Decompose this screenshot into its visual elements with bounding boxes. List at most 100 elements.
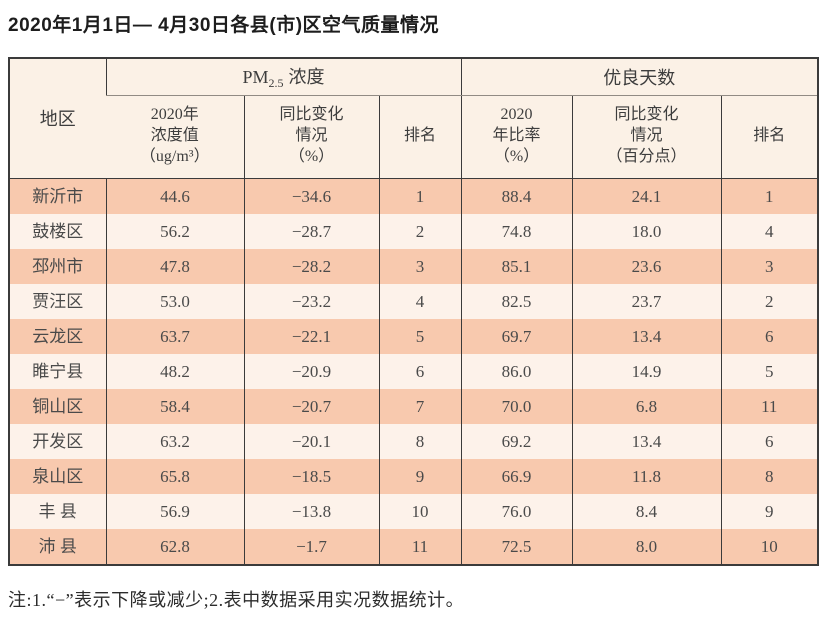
rate-cell: 69.2 (460, 423, 572, 459)
pm-value-cell: 63.2 (105, 423, 244, 459)
region-cell: 泉山区 (9, 458, 106, 494)
pm-value-cell: 48.2 (105, 353, 244, 389)
rate-rank-cell: 6 (720, 318, 818, 354)
rate-change-cell: 6.8 (571, 388, 721, 424)
table-row: 泉山区 65.8 −18.5 9 66.9 11.8 8 (9, 458, 818, 494)
pm-rank-cell: 9 (378, 458, 461, 494)
rate-cell: 85.1 (460, 248, 572, 284)
pm-change-cell: −1.7 (243, 528, 379, 565)
rate-rank-cell: 1 (720, 178, 818, 214)
pm-value-cell: 44.6 (105, 178, 244, 214)
rate-change-cell: 18.0 (571, 213, 721, 249)
pm-change-cell: −20.1 (243, 423, 379, 459)
footnote: 注:1.“−”表示下降或减少;2.表中数据采用实况数据统计。 (8, 590, 465, 610)
rate-change-cell: 13.4 (571, 318, 721, 354)
rate-cell: 72.5 (460, 528, 572, 565)
column-header-pm-value: 2020年 浓度值 （ug/m³） (106, 95, 244, 179)
region-cell: 铜山区 (9, 388, 106, 424)
rate-change-cell: 23.7 (571, 283, 721, 319)
column-header-pm-rank: 排名 (378, 95, 461, 179)
rate-change-cell: 8.0 (571, 528, 721, 565)
region-cell: 沛 县 (9, 528, 106, 565)
table-body: 新沂市 44.6 −34.6 1 88.4 24.1 1 鼓楼区 56.2 −28.7 2 74.8 1… (9, 178, 818, 565)
pm-rank-cell: 8 (378, 423, 461, 459)
pm-rank-cell: 7 (378, 388, 461, 424)
pm-change-cell: −28.2 (243, 248, 379, 284)
rate-rank-cell: 2 (720, 283, 818, 319)
pm25-label-suffix: 浓度 (288, 66, 325, 87)
rate-cell: 74.8 (460, 213, 572, 249)
rate-change-cell: 11.8 (571, 458, 721, 494)
pm-change-cell: −22.1 (243, 318, 379, 354)
column-header-rate: 2020 年比率 （%） (460, 95, 572, 179)
pm-change-cell: −20.7 (243, 388, 379, 424)
region-cell: 邳州市 (9, 248, 106, 284)
region-cell: 丰 县 (9, 493, 106, 529)
rate-rank-cell: 4 (720, 213, 818, 249)
rate-cell: 88.4 (460, 178, 572, 214)
region-cell: 云龙区 (9, 318, 106, 354)
region-cell: 新沂市 (9, 178, 106, 214)
table-row: 鼓楼区 56.2 −28.7 2 74.8 18.0 4 (9, 213, 818, 249)
rate-cell: 69.7 (460, 318, 572, 354)
column-group-pm25: PM2.5 浓度 (105, 58, 461, 96)
table-row: 新沂市 44.6 −34.6 1 88.4 24.1 1 (9, 178, 818, 214)
rate-rank-cell: 8 (720, 458, 818, 494)
rate-rank-cell: 5 (720, 353, 818, 389)
page-title: 2020年1月1日— 4月30日各县(市)区空气质量情况 (8, 15, 440, 36)
pm-value-cell: 56.9 (105, 493, 244, 529)
table-row: 丰 县 56.9 −13.8 10 76.0 8.4 9 (9, 493, 818, 529)
pm-change-cell: −34.6 (243, 178, 379, 214)
pm-rank-cell: 3 (378, 248, 461, 284)
pm25-label-prefix: PM (242, 66, 269, 87)
table-row: 沛 县 62.8 −1.7 11 72.5 8.0 10 (9, 528, 818, 565)
pm-change-cell: −18.5 (243, 458, 379, 494)
rate-change-cell: 8.4 (571, 493, 721, 529)
pm-rank-cell: 1 (378, 178, 461, 214)
pm-value-cell: 47.8 (105, 248, 244, 284)
rate-cell: 86.0 (460, 353, 572, 389)
column-header-rate-change: 同比变化 情况 （百分点） (571, 95, 721, 179)
pm-rank-cell: 6 (378, 353, 461, 389)
rate-change-cell: 14.9 (571, 353, 721, 389)
region-cell: 睢宁县 (9, 353, 106, 389)
pm-rank-cell: 11 (378, 528, 461, 565)
pm-value-cell: 62.8 (105, 528, 244, 565)
rate-cell: 82.5 (460, 283, 572, 319)
rate-cell: 66.9 (460, 458, 572, 494)
column-group-good-days: 优良天数 (460, 58, 818, 96)
pm-value-cell: 63.7 (105, 318, 244, 354)
rate-rank-cell: 9 (720, 493, 818, 529)
rate-change-cell: 23.6 (571, 248, 721, 284)
table-row: 邳州市 47.8 −28.2 3 85.1 23.6 3 (9, 248, 818, 284)
rate-rank-cell: 6 (720, 423, 818, 459)
rate-rank-cell: 10 (720, 528, 818, 565)
pm-rank-cell: 2 (378, 213, 461, 249)
header-sub-row: 2020年 浓度值 （ug/m³） 同比变化 情况 （%） 排名 2020 年比… (9, 95, 818, 179)
pm-rank-cell: 10 (378, 493, 461, 529)
column-header-pm-change: 同比变化 情况 （%） (243, 95, 379, 179)
header-group-row: 地区 PM2.5 浓度 优良天数 (9, 58, 818, 179)
rate-cell: 76.0 (460, 493, 572, 529)
region-cell: 贾汪区 (9, 283, 106, 319)
pm-change-cell: −28.7 (243, 213, 379, 249)
pm-value-cell: 56.2 (105, 213, 244, 249)
air-quality-table: 地区 PM2.5 浓度 优良天数 2020年 浓度值 （ug/m³） 同比变化 情… (8, 57, 819, 566)
pm-value-cell: 53.0 (105, 283, 244, 319)
region-cell: 开发区 (9, 423, 106, 459)
pm-change-cell: −13.8 (243, 493, 379, 529)
column-header-region: 地区 (9, 58, 106, 179)
table-row: 云龙区 63.7 −22.1 5 69.7 13.4 6 (9, 318, 818, 354)
pm-rank-cell: 4 (378, 283, 461, 319)
column-header-rate-rank: 排名 (720, 95, 818, 179)
rate-cell: 70.0 (460, 388, 572, 424)
rate-change-cell: 13.4 (571, 423, 721, 459)
table-header: 地区 PM2.5 浓度 优良天数 2020年 浓度值 （ug/m³） 同比变化 情… (9, 58, 818, 179)
pm-change-cell: −20.9 (243, 353, 379, 389)
pm25-label-subscript: 2.5 (268, 75, 284, 90)
pm-rank-cell: 5 (378, 318, 461, 354)
pm-value-cell: 58.4 (105, 388, 244, 424)
pm-change-cell: −23.2 (243, 283, 379, 319)
table-row: 睢宁县 48.2 −20.9 6 86.0 14.9 5 (9, 353, 818, 389)
